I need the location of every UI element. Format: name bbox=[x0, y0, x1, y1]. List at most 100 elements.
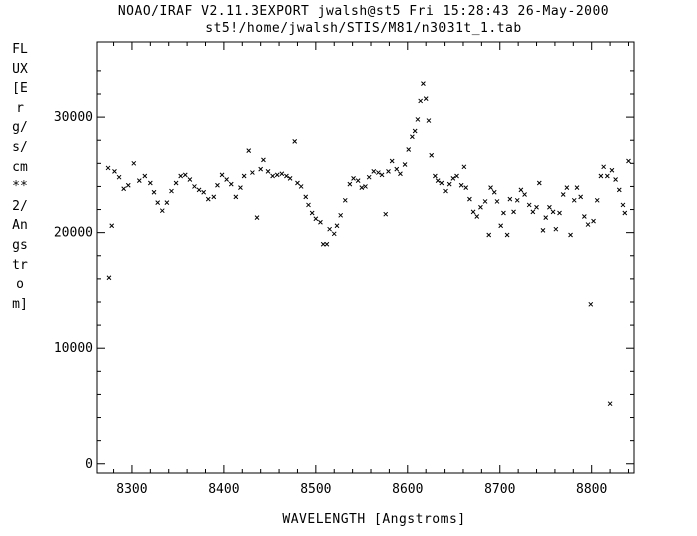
data-point bbox=[498, 223, 504, 229]
data-point bbox=[571, 197, 577, 203]
data-point bbox=[620, 202, 626, 208]
data-point bbox=[173, 180, 179, 186]
x-tick-label: 8500 bbox=[300, 482, 331, 497]
data-point bbox=[106, 275, 112, 281]
data-point bbox=[470, 209, 476, 215]
data-point bbox=[379, 172, 385, 178]
data-point bbox=[233, 194, 239, 200]
data-point bbox=[604, 173, 610, 179]
data-point bbox=[412, 128, 418, 134]
x-tick-label: 8700 bbox=[484, 482, 515, 497]
header-line-2: st5!/home/jwalsh/STIS/M81/n3031t_1.tab bbox=[205, 21, 522, 36]
data-point bbox=[224, 177, 230, 182]
data-point bbox=[616, 187, 622, 193]
data-point bbox=[564, 185, 570, 190]
data-point bbox=[415, 117, 421, 122]
data-point bbox=[386, 169, 391, 174]
data-point bbox=[530, 209, 536, 215]
data-point bbox=[142, 173, 148, 179]
data-point bbox=[389, 158, 395, 164]
data-point bbox=[192, 184, 197, 189]
data-point bbox=[406, 147, 412, 152]
x-axis-ticks: 8300 8400 8500 8600 8700 8800 bbox=[113, 42, 629, 497]
data-point bbox=[309, 210, 315, 216]
data-point bbox=[504, 232, 510, 238]
data-point bbox=[125, 182, 131, 188]
data-points bbox=[105, 81, 631, 407]
data-point bbox=[622, 210, 628, 216]
data-point bbox=[355, 178, 361, 184]
data-point bbox=[151, 189, 157, 195]
data-point bbox=[433, 173, 438, 179]
data-point bbox=[136, 178, 142, 184]
data-point bbox=[601, 164, 607, 170]
data-point bbox=[205, 196, 211, 202]
data-point bbox=[347, 181, 353, 187]
data-point bbox=[514, 197, 520, 203]
x-tick-label: 8300 bbox=[116, 482, 147, 497]
data-point bbox=[491, 189, 497, 195]
data-point bbox=[284, 173, 289, 179]
data-point bbox=[522, 192, 527, 197]
x-axis-label: WAVELENGTH [Angstroms] bbox=[282, 512, 465, 527]
data-point bbox=[295, 180, 300, 186]
y-tick-label: 10000 bbox=[54, 341, 93, 356]
data-point bbox=[338, 212, 344, 218]
data-point bbox=[429, 152, 435, 158]
data-point bbox=[324, 241, 330, 247]
data-point bbox=[540, 227, 546, 233]
data-point bbox=[613, 177, 618, 182]
data-point bbox=[426, 118, 432, 123]
data-point bbox=[402, 162, 408, 167]
data-point bbox=[394, 166, 400, 172]
data-point bbox=[187, 177, 193, 182]
data-point bbox=[159, 208, 165, 214]
data-point bbox=[423, 96, 429, 101]
data-point bbox=[383, 211, 389, 217]
y-axis-ticks: 0 10000 20000 30000 bbox=[54, 70, 634, 472]
data-point bbox=[607, 401, 613, 407]
data-point bbox=[486, 232, 492, 238]
data-point bbox=[553, 226, 559, 232]
data-point bbox=[550, 209, 556, 215]
data-point bbox=[568, 232, 573, 238]
data-point bbox=[270, 173, 275, 179]
data-point bbox=[169, 188, 174, 194]
data-point bbox=[306, 202, 311, 208]
data-point bbox=[594, 197, 600, 203]
data-point bbox=[410, 134, 415, 140]
data-point bbox=[164, 200, 170, 205]
data-point bbox=[458, 182, 464, 188]
data-point bbox=[443, 188, 448, 194]
data-point bbox=[488, 185, 493, 190]
data-point bbox=[265, 169, 271, 174]
data-point bbox=[494, 199, 500, 204]
data-point bbox=[467, 196, 472, 202]
data-point bbox=[318, 219, 323, 225]
data-point bbox=[474, 214, 480, 219]
data-point bbox=[331, 231, 337, 237]
x-tick-label: 8800 bbox=[576, 482, 607, 497]
data-point bbox=[581, 214, 587, 219]
data-point bbox=[254, 215, 260, 220]
data-point bbox=[351, 175, 356, 181]
data-point bbox=[560, 192, 566, 197]
data-point bbox=[105, 165, 111, 171]
data-point bbox=[585, 222, 591, 227]
data-point bbox=[376, 170, 381, 175]
data-point bbox=[591, 218, 596, 224]
x-tick-label: 8400 bbox=[208, 482, 239, 497]
data-point bbox=[507, 196, 513, 202]
y-axis-label: FLUX [Erg/s/cm**2/Angstrom] bbox=[12, 42, 36, 312]
data-point bbox=[342, 197, 348, 203]
data-point bbox=[435, 178, 441, 184]
data-point bbox=[421, 81, 426, 86]
data-point bbox=[261, 157, 266, 163]
data-point bbox=[609, 167, 615, 173]
data-point bbox=[279, 171, 285, 177]
data-point bbox=[228, 181, 234, 187]
data-point bbox=[398, 171, 403, 177]
data-point bbox=[246, 148, 252, 153]
data-point bbox=[313, 216, 319, 222]
data-point bbox=[574, 185, 580, 190]
